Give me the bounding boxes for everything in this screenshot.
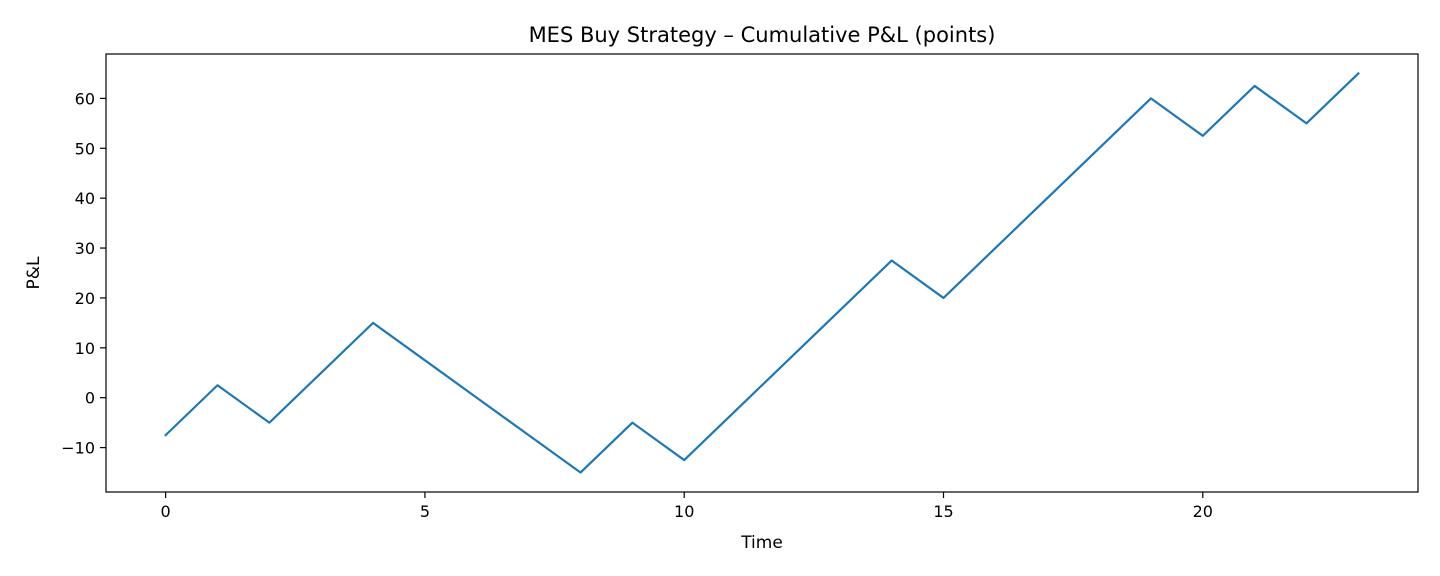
- y-tick-label: 20: [75, 289, 95, 308]
- x-axis-label: Time: [740, 533, 783, 553]
- y-tick-label: 0: [85, 389, 95, 408]
- data-point: [422, 357, 428, 363]
- data-point: [941, 295, 947, 301]
- data-point: [992, 245, 998, 251]
- data-point: [474, 395, 480, 401]
- data-point: [318, 370, 324, 376]
- plot-area: [106, 54, 1418, 492]
- y-tick-label: 10: [75, 339, 95, 358]
- series-line-1: [164, 71, 1360, 474]
- data-point: [1304, 120, 1310, 126]
- data-point: [577, 470, 583, 476]
- x-tick-label: 0: [161, 502, 171, 521]
- data-point: [1044, 195, 1050, 201]
- data-point: [785, 357, 791, 363]
- data-point: [837, 307, 843, 313]
- data-point: [1096, 145, 1102, 151]
- y-tick-label: −10: [61, 439, 95, 458]
- data-point: [733, 407, 739, 413]
- x-tick-label: 15: [933, 502, 953, 521]
- y-tick-label: 30: [75, 239, 95, 258]
- data-point: [266, 420, 272, 426]
- data-point: [214, 382, 220, 388]
- data-point: [629, 420, 635, 426]
- data-point: [1200, 133, 1206, 139]
- plot-frame: [105, 53, 1419, 493]
- y-tick-label: 50: [75, 139, 95, 158]
- data-point: [526, 432, 532, 438]
- x-tick-label: 20: [1193, 502, 1213, 521]
- y-axis-label: P&L: [24, 256, 44, 290]
- data-point: [889, 258, 895, 264]
- x-tick-label: 5: [420, 502, 430, 521]
- data-point: [681, 457, 687, 463]
- y-tick-label: 40: [75, 189, 95, 208]
- x-axis: 0 5 10 15 20: [161, 492, 1213, 521]
- series-lines: [163, 70, 1361, 476]
- y-tick-label: 60: [75, 89, 95, 108]
- data-point: [163, 432, 169, 438]
- x-tick-label: 10: [674, 502, 694, 521]
- data-point: [1252, 83, 1258, 89]
- data-point: [370, 320, 376, 326]
- data-point: [1148, 95, 1154, 101]
- y-axis: −10 0 10 20 30 40 50 60: [61, 89, 106, 458]
- data-point: [1355, 70, 1361, 76]
- chart-title: MES Buy Strategy – Cumulative P&L (point…: [529, 23, 996, 47]
